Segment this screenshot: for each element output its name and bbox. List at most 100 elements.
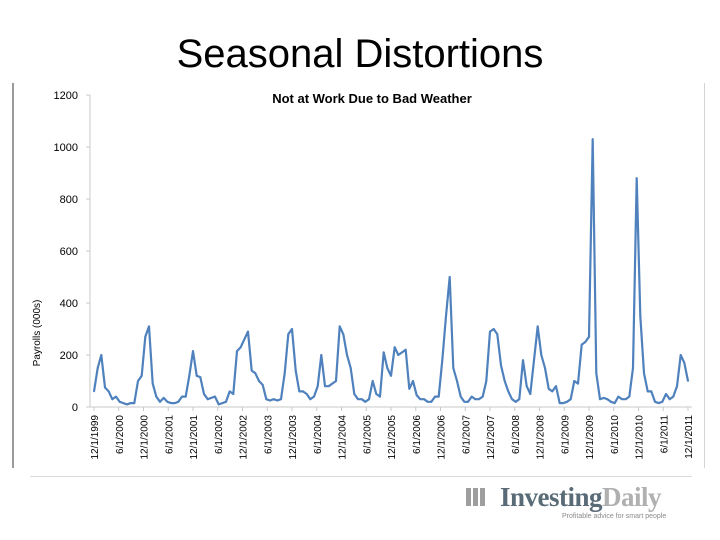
x-tick-label: 12/1/2009 <box>585 415 596 460</box>
data-point <box>496 333 499 336</box>
y-tick-label: 800 <box>60 194 78 206</box>
data-point <box>243 338 246 341</box>
data-point <box>617 395 620 398</box>
data-point <box>327 385 330 388</box>
data-point <box>437 395 440 398</box>
data-point <box>441 359 444 362</box>
data-point <box>280 398 282 401</box>
data-point <box>258 380 260 382</box>
data-point <box>456 380 458 382</box>
data-point <box>126 403 128 406</box>
data-point <box>569 398 572 401</box>
data-point <box>503 380 506 382</box>
data-point <box>511 398 513 401</box>
data-point <box>390 374 392 377</box>
data-point <box>478 398 480 401</box>
data-point <box>188 374 191 377</box>
data-point <box>177 400 180 403</box>
data-point <box>485 380 488 382</box>
data-point <box>316 385 319 388</box>
data-point <box>173 402 176 404</box>
data-point <box>547 387 550 390</box>
data-point <box>115 395 117 398</box>
x-tick-label: 6/1/2005 <box>362 415 373 454</box>
data-point <box>210 397 213 399</box>
x-tick-label: 6/1/2001 <box>164 415 175 454</box>
data-point <box>643 372 645 375</box>
x-tick-label: 6/1/2003 <box>263 415 274 454</box>
x-tick-label: 12/1/2007 <box>486 415 497 460</box>
data-point <box>419 398 422 401</box>
data-point <box>577 382 579 385</box>
data-point <box>294 369 297 372</box>
data-point <box>412 380 414 382</box>
x-axis: 12/1/1999 6/1/2000 12/1/2000 6/1/2001 12/1/2… <box>90 406 694 460</box>
data-point <box>489 330 491 333</box>
data-point <box>676 385 678 388</box>
data-point <box>346 354 348 356</box>
logo-word-investing: Investing <box>500 482 603 512</box>
data-point <box>111 398 114 401</box>
data-point <box>423 398 425 401</box>
data-point <box>184 395 187 398</box>
data-point <box>203 393 205 395</box>
data-point <box>324 385 326 388</box>
data-point <box>104 386 106 389</box>
data-point <box>159 400 161 403</box>
x-tick-label: 12/1/1999 <box>90 415 101 460</box>
data-point <box>683 361 686 364</box>
data-point <box>639 315 642 317</box>
logo-tagline: Profitable advice for smart people <box>562 513 667 520</box>
data-point <box>544 367 546 369</box>
data-point <box>331 382 334 385</box>
data-point <box>214 395 216 398</box>
data-point <box>225 400 227 403</box>
data-point <box>155 395 158 398</box>
data-point <box>621 398 623 401</box>
data-point <box>118 400 121 403</box>
x-tick-label: 6/1/2007 <box>461 415 472 454</box>
y-axis-label: Payrolls (000s) <box>32 300 43 367</box>
logo-mark-icon <box>466 488 485 506</box>
slide-title: Seasonal Distortions <box>176 32 544 76</box>
x-tick-label: 6/1/2010 <box>610 415 621 454</box>
data-point <box>151 382 154 385</box>
data-point <box>349 367 352 369</box>
data-point <box>272 398 275 401</box>
data-point <box>393 346 396 349</box>
x-tick-label: 6/1/2008 <box>511 415 522 454</box>
data-point <box>137 380 139 382</box>
data-point <box>221 402 224 404</box>
data-point <box>144 335 147 338</box>
data-point <box>452 367 455 369</box>
logo-word-daily: Daily <box>602 482 662 512</box>
data-point <box>635 177 638 180</box>
data-point <box>661 400 664 403</box>
data-point <box>386 367 389 369</box>
data-point <box>93 390 95 393</box>
x-tick-label: 6/1/2009 <box>560 415 571 454</box>
data-point <box>584 341 587 343</box>
data-point <box>580 343 583 346</box>
x-tick-label: 12/1/2004 <box>338 415 349 460</box>
data-point <box>646 390 649 393</box>
data-point <box>679 354 682 356</box>
x-tick-label: 6/1/2002 <box>214 415 225 454</box>
data-point <box>107 390 110 393</box>
data-point <box>613 402 616 404</box>
x-tick-label: 12/1/2001 <box>189 415 200 460</box>
data-point <box>408 387 411 390</box>
data-point <box>206 398 209 401</box>
x-tick-label: 12/1/2005 <box>387 415 398 460</box>
data-point <box>500 364 502 367</box>
data-point <box>265 398 268 401</box>
data-point <box>654 400 656 403</box>
chart-frame <box>12 83 705 468</box>
data-point <box>624 398 627 401</box>
x-tick-label: 12/1/2008 <box>536 415 547 460</box>
y-tick-label: 0 <box>72 402 78 414</box>
data-point <box>522 359 524 362</box>
data-point <box>562 402 565 404</box>
data-point <box>342 333 345 336</box>
data-point <box>375 393 378 395</box>
